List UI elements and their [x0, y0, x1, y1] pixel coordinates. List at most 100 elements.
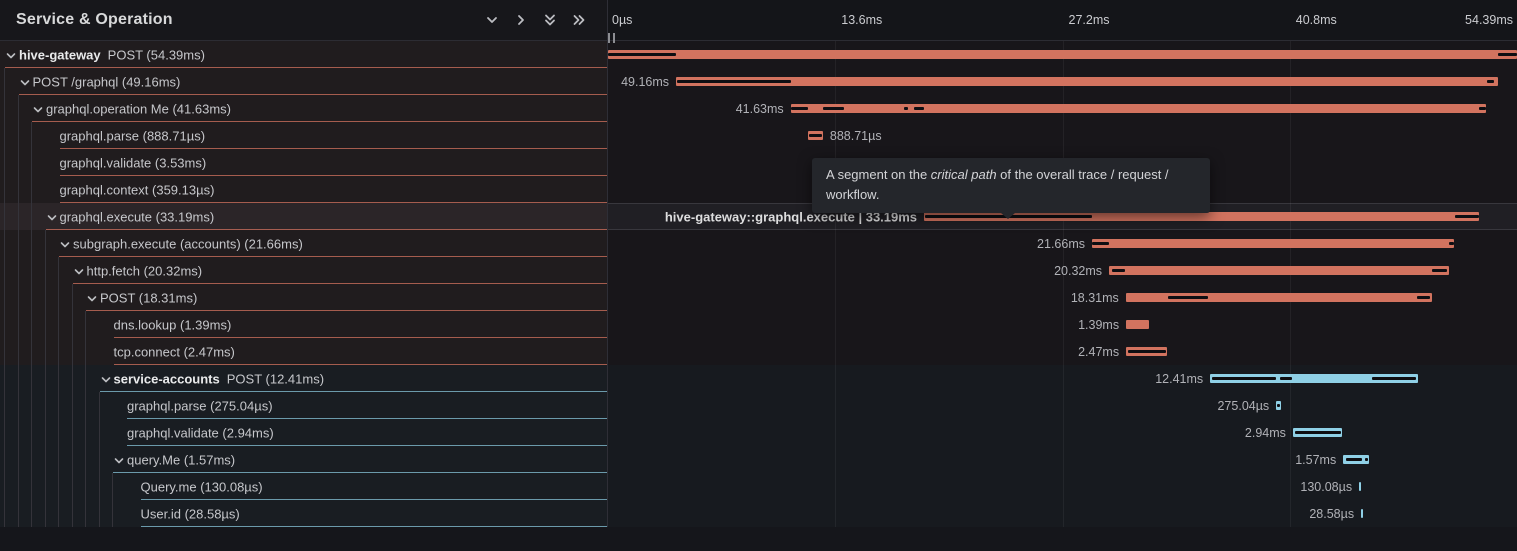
panel-title: Service & Operation	[16, 11, 173, 28]
span-tree-row-query-me[interactable]: query.Me (1.57ms)	[0, 446, 607, 473]
span-tree-row-graphql-context[interactable]: graphql.context (359.13µs)	[0, 176, 607, 203]
timeline-row-query-me-resolver[interactable]: 130.08µs	[608, 473, 1517, 500]
span-tree-row-graphql-execute[interactable]: graphql.execute (33.19ms)	[0, 203, 607, 230]
span-duration-label: 28.58µs	[1309, 506, 1355, 521]
span-duration-bar[interactable]	[1109, 266, 1449, 275]
span-tree-row-tcp-connect[interactable]: tcp.connect (2.47ms)	[0, 338, 607, 365]
span-duration-bar[interactable]	[676, 77, 1498, 86]
span-label: service-accounts POST (12.41ms)	[113, 371, 325, 386]
indent-guide	[31, 338, 32, 365]
timeline-row-graphql-validate-acc[interactable]: 2.94ms	[608, 419, 1517, 446]
tooltip-text: A segment on the	[826, 167, 931, 182]
indent-guide	[17, 257, 19, 284]
critical-path-segment	[1212, 377, 1277, 380]
column-resize-handle[interactable]	[608, 33, 615, 43]
span-tree-row-user-id-resolver[interactable]: User.id (28.58µs)	[0, 500, 607, 527]
timeline-row-tcp-connect[interactable]: 2.47ms	[608, 338, 1517, 365]
span-duration-bar[interactable]	[608, 50, 1517, 59]
timeline-row-user-id-resolver[interactable]: 28.58µs	[608, 500, 1517, 527]
span-tree-row-graphql-parse-acc[interactable]: graphql.parse (275.04µs)	[0, 392, 607, 419]
span-tree-row-query-me-resolver[interactable]: Query.me (130.08µs)	[0, 473, 607, 500]
timeline-row-subgraph-execute[interactable]: 21.66ms	[608, 230, 1517, 257]
span-tree-row-dns-lookup[interactable]: dns.lookup (1.39ms)	[0, 311, 607, 338]
chevron-down-icon[interactable]	[73, 265, 85, 277]
chevron-down-icon[interactable]	[19, 76, 31, 88]
indent-guide	[71, 473, 73, 500]
indent-guide	[71, 365, 73, 392]
timeline-tick-label: 40.8ms	[1295, 13, 1337, 27]
timeline-tick-label: 27.2ms	[1068, 13, 1110, 27]
expand-one-icon[interactable]	[513, 12, 529, 28]
indent-guide	[31, 473, 32, 500]
chevron-down-icon[interactable]	[113, 454, 125, 466]
indent-guide	[31, 446, 32, 473]
span-tree-row-post-subrequest[interactable]: POST (18.31ms)	[0, 284, 607, 311]
collapse-all-icon[interactable]	[542, 12, 558, 28]
chevron-down-icon[interactable]	[86, 292, 98, 304]
indent-guide	[98, 419, 100, 446]
span-duration-bar[interactable]	[1210, 374, 1418, 383]
timeline-row-graphql-operation-me[interactable]: 41.63ms	[608, 95, 1517, 122]
span-label: graphql.validate (3.53ms)	[59, 155, 207, 170]
chevron-down-icon[interactable]	[5, 49, 17, 61]
indent-guide	[4, 68, 5, 95]
span-tree-row-graphql-parse-gw[interactable]: graphql.parse (888.71µs)	[0, 122, 607, 149]
timeline-row-dns-lookup[interactable]: 1.39ms	[608, 311, 1517, 338]
row-underline	[140, 499, 607, 500]
timeline-row-service-accounts-post[interactable]: 12.41ms	[608, 365, 1517, 392]
critical-path-segment	[1277, 404, 1280, 407]
timeline-row-post-subrequest[interactable]: 18.31ms	[608, 284, 1517, 311]
span-duration-bar[interactable]	[1359, 482, 1362, 491]
tooltip-arrow	[1001, 213, 1015, 219]
indent-guide	[17, 176, 19, 203]
row-underline	[99, 391, 607, 392]
critical-path-segment	[1294, 431, 1341, 434]
span-duration-label: 888.71µs	[829, 128, 882, 143]
chevron-down-icon[interactable]	[59, 238, 71, 250]
critical-path-segment	[1448, 242, 1454, 245]
span-tree-row-subgraph-execute[interactable]: subgraph.execute (accounts) (21.66ms)	[0, 230, 607, 257]
timeline-row-graphql-parse-gw[interactable]: 888.71µs	[608, 122, 1517, 149]
timeline-row-http-fetch[interactable]: 20.32ms	[608, 257, 1517, 284]
indent-guide	[31, 311, 32, 338]
collapse-one-icon[interactable]	[484, 12, 500, 28]
tooltip-emphasis: critical path	[930, 167, 997, 182]
chevron-down-icon[interactable]	[100, 373, 112, 385]
span-duration-bar[interactable]	[1126, 320, 1150, 329]
indent-guide	[44, 392, 46, 419]
span-duration-bar[interactable]	[1125, 293, 1432, 302]
indent-guide	[112, 500, 113, 527]
timeline-row-hive-gateway-post[interactable]	[608, 41, 1517, 68]
expand-all-icon[interactable]	[571, 12, 587, 28]
row-underline	[59, 202, 607, 203]
timeline-row-graphql-parse-acc[interactable]: 275.04µs	[608, 392, 1517, 419]
indent-guide	[31, 176, 32, 203]
span-tree-row-hive-gateway-post[interactable]: hive-gateway POST (54.39ms)	[0, 41, 607, 68]
span-tree-row-service-accounts-post[interactable]: service-accounts POST (12.41ms)	[0, 365, 607, 392]
span-duration-bar[interactable]	[1361, 509, 1363, 518]
timeline-row-post-graphql[interactable]: 49.16ms	[608, 68, 1517, 95]
chevron-down-icon[interactable]	[46, 211, 58, 223]
span-tree-row-graphql-operation-me[interactable]: graphql.operation Me (41.63ms)	[0, 95, 607, 122]
indent-guide	[44, 365, 46, 392]
span-tree-row-http-fetch[interactable]: http.fetch (20.32ms)	[0, 257, 607, 284]
span-duration-bar[interactable]	[924, 212, 1479, 221]
span-tree-row-graphql-validate-acc[interactable]: graphql.validate (2.94ms)	[0, 419, 607, 446]
span-tree-row-post-graphql[interactable]: POST /graphql (49.16ms)	[0, 68, 607, 95]
indent-guide	[17, 392, 19, 419]
panel-divider	[607, 0, 608, 527]
chevron-down-icon[interactable]	[32, 103, 44, 115]
indent-guide	[4, 230, 5, 257]
indent-guide	[58, 257, 59, 284]
span-duration-bar[interactable]	[790, 104, 1487, 113]
tooltip-text-after: of the overall trace / request / workflo…	[826, 167, 1169, 202]
span-label: query.Me (1.57ms)	[127, 452, 236, 467]
indent-guide	[58, 311, 59, 338]
indent-guide	[17, 149, 19, 176]
span-duration-label: 12.41ms	[1155, 371, 1204, 386]
span-duration-label: 130.08µs	[1300, 479, 1353, 494]
span-label: graphql.operation Me (41.63ms)	[46, 101, 231, 116]
timeline-row-query-me[interactable]: 1.57ms	[608, 446, 1517, 473]
span-duration-bar[interactable]	[1091, 239, 1454, 248]
span-tree-row-graphql-validate-gw[interactable]: graphql.validate (3.53ms)	[0, 149, 607, 176]
